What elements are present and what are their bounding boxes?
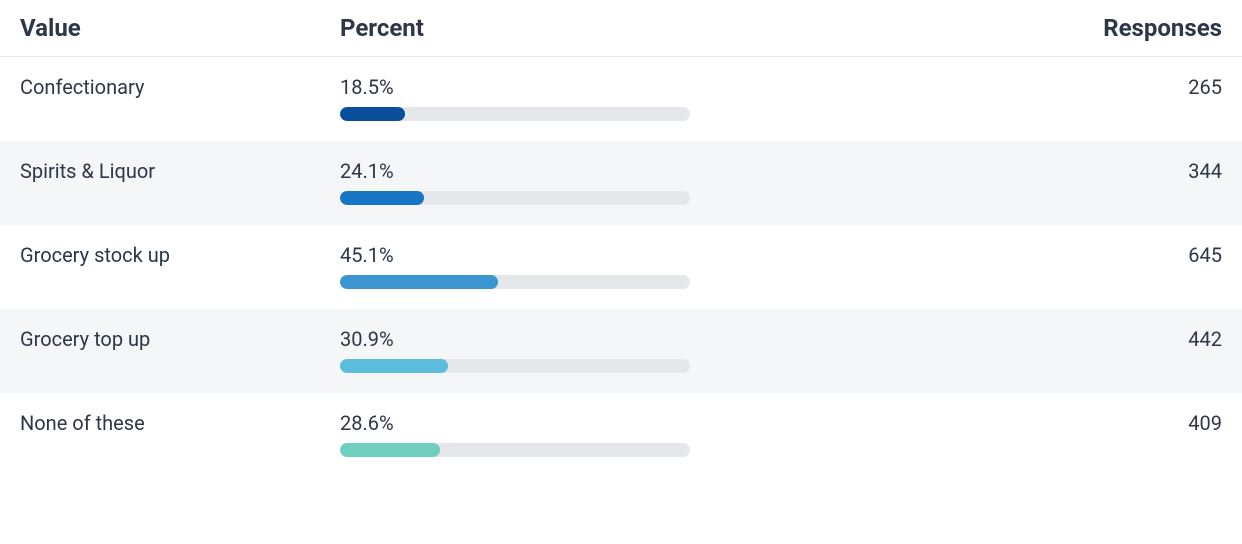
bar-track (340, 443, 690, 457)
row-percent-cell: 24.1% (320, 141, 880, 225)
row-value-label: Grocery top up (0, 309, 320, 393)
results-table: Value Percent Responses Confectionary 18.… (0, 0, 1242, 477)
table-row: Spirits & Liquor 24.1% 344 (0, 141, 1242, 225)
column-header-responses: Responses (880, 0, 1242, 57)
table-header-row: Value Percent Responses (0, 0, 1242, 57)
table-row: Confectionary 18.5% 265 (0, 57, 1242, 142)
row-percent-label: 30.9% (340, 327, 860, 351)
row-value-label: Grocery stock up (0, 225, 320, 309)
row-responses: 265 (880, 57, 1242, 142)
row-value-label: Spirits & Liquor (0, 141, 320, 225)
row-percent-cell: 30.9% (320, 309, 880, 393)
row-responses: 645 (880, 225, 1242, 309)
bar-track (340, 275, 690, 289)
row-responses: 409 (880, 393, 1242, 477)
bar-fill (340, 107, 405, 121)
bar-track (340, 191, 690, 205)
row-value-label: Confectionary (0, 57, 320, 142)
row-percent-label: 24.1% (340, 159, 860, 183)
table-row: Grocery stock up 45.1% 645 (0, 225, 1242, 309)
row-percent-cell: 18.5% (320, 57, 880, 142)
bar-fill (340, 191, 424, 205)
column-header-value: Value (0, 0, 320, 57)
row-percent-label: 18.5% (340, 75, 860, 99)
row-responses: 442 (880, 309, 1242, 393)
bar-fill (340, 275, 498, 289)
table-row: None of these 28.6% 409 (0, 393, 1242, 477)
bar-track (340, 107, 690, 121)
bar-fill (340, 359, 448, 373)
column-header-percent: Percent (320, 0, 880, 57)
row-percent-label: 45.1% (340, 243, 860, 267)
table-row: Grocery top up 30.9% 442 (0, 309, 1242, 393)
row-percent-cell: 45.1% (320, 225, 880, 309)
row-percent-label: 28.6% (340, 411, 860, 435)
row-responses: 344 (880, 141, 1242, 225)
row-value-label: None of these (0, 393, 320, 477)
row-percent-cell: 28.6% (320, 393, 880, 477)
bar-track (340, 359, 690, 373)
bar-fill (340, 443, 440, 457)
